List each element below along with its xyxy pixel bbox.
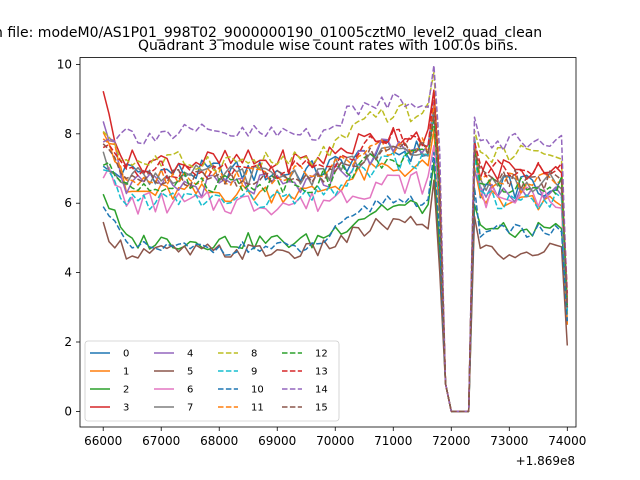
series-line-14 [102,64,569,413]
series-line-9 [103,111,569,413]
x-tick-label: 66000 [84,434,122,448]
series-line-3 [102,89,569,413]
x-tick-label: 73000 [490,434,528,448]
series-line-13 [102,90,569,413]
chart-title: Quadrant 3 module wise count rates with … [138,38,518,54]
legend-label-9: 9 [251,367,257,378]
legend-label-7: 7 [187,403,193,414]
series-line-4 [102,101,569,413]
legend-label-12: 12 [315,349,328,360]
legend-label-2: 2 [123,385,129,396]
x-tick-label: 72000 [432,434,470,448]
x-axis-offset-label: +1.869e8 [516,454,575,468]
legend-label-4: 4 [187,349,193,360]
series-line-0 [102,113,569,413]
x-tick-label: 69000 [258,434,296,448]
y-tick-label: 2 [64,335,72,349]
legend-label-1: 1 [123,367,129,378]
series-line-15 [102,112,569,413]
series-line-5 [102,179,569,413]
legend-label-13: 13 [315,367,328,378]
y-tick-label: 8 [64,127,72,141]
x-tick-label: 70000 [316,434,354,448]
axes-frame [79,57,577,428]
x-tick-label: 74000 [548,434,586,448]
legend-box [84,340,340,422]
y-tick-label: 10 [57,57,72,71]
x-tick-label: 67000 [142,434,180,448]
legend-label-0: 0 [123,349,129,360]
y-axis: 0 2 4 6 8 10 [57,57,80,418]
series-layer [102,64,569,413]
series-line-11 [102,105,569,413]
legend-label-14: 14 [315,385,328,396]
legend-label-11: 11 [251,403,264,414]
legend-label-8: 8 [251,349,257,360]
legend-label-6: 6 [187,385,193,396]
x-tick-label: 68000 [200,434,238,448]
series-line-8 [102,71,569,413]
x-tick-label: 71000 [374,434,412,448]
series-line-10 [102,151,569,413]
legend-label-10: 10 [251,385,264,396]
y-tick-label: 4 [64,266,72,280]
legend-label-5: 5 [187,367,193,378]
legend-label-15: 15 [315,403,328,414]
x-axis: 66000 67000 68000 69000 70000 71000 72000 73000… [84,427,586,448]
figure-suptitle: n file: modeM0/AS1P01_998T02_9000000190_… [0,25,542,41]
legend-label-3: 3 [123,403,129,414]
y-tick-label: 0 [64,404,72,418]
y-tick-label: 6 [64,196,72,210]
